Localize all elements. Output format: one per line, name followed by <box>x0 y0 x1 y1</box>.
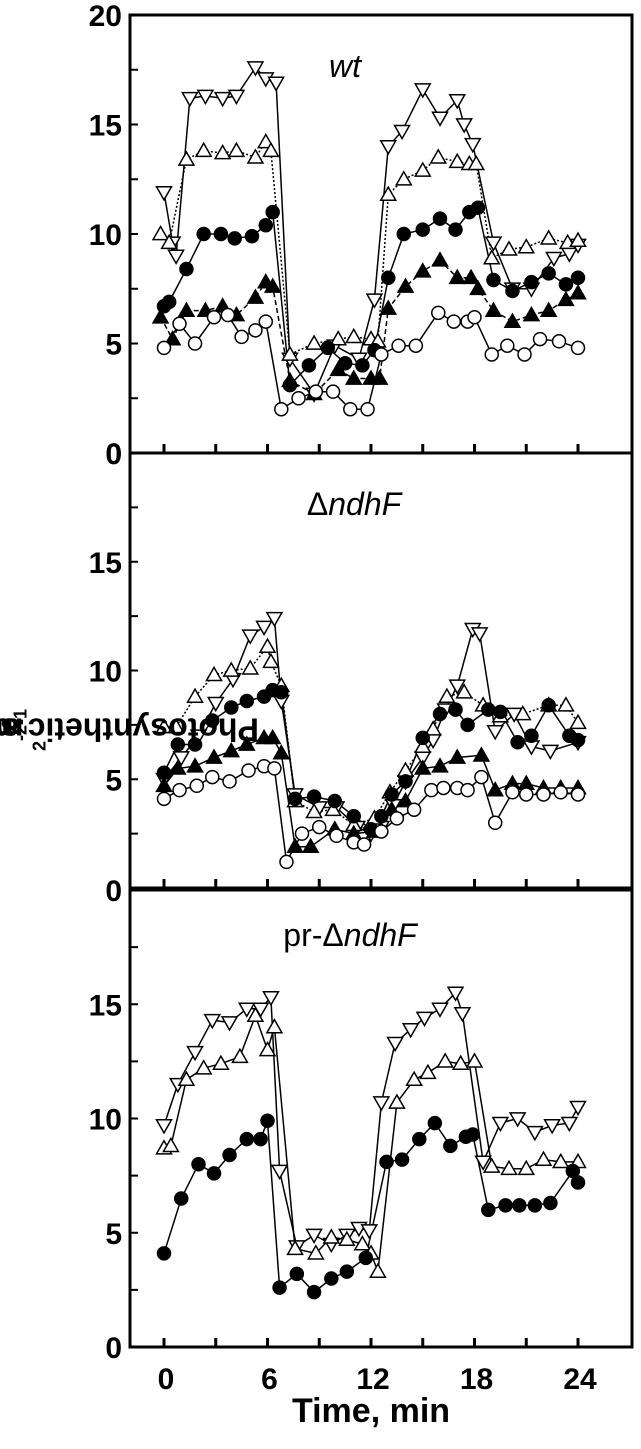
series-markers-open-up-triangle <box>151 133 587 361</box>
y-tick-label: 15 <box>89 989 122 1022</box>
series-markers-open-circle <box>156 305 586 417</box>
svg-text:0: 0 <box>105 875 122 908</box>
x-axis-label: Time, min <box>291 1392 451 1430</box>
panel-title-pr-ndhf: pr-ΔndhF <box>283 917 417 953</box>
series-line-open-down-triangle <box>163 66 579 396</box>
y-tick-label: 15 <box>89 547 122 580</box>
y-tick-label: 0 <box>105 438 122 471</box>
x-tick-label: 18 <box>460 1363 493 1396</box>
svg-text:0: 0 <box>105 438 122 471</box>
x-tick-label: 6 <box>261 1363 278 1396</box>
series-line-open-up-triangle <box>160 140 579 356</box>
y-tick-label: 10 <box>89 1104 122 1137</box>
y-tick-label: 10 <box>89 656 122 689</box>
series-markers-filled-up-triangle <box>151 251 587 401</box>
panel-3: 5 10 15 0 0 0 6 12 18 24 <box>89 875 634 1396</box>
panel-2: 5 10 15 0 <box>89 438 634 890</box>
x-tick-label: 12 <box>356 1363 389 1396</box>
panel-title-wt: wt <box>329 48 361 84</box>
panel-title-ndhf: ΔndhF <box>306 486 402 522</box>
series-markers-filled-circle <box>156 682 586 837</box>
y-tick-label: 5 <box>105 764 122 797</box>
panel-1: 0 5 10 15 20 <box>89 0 634 471</box>
x-tick-label: 0 <box>158 1363 175 1396</box>
y-tick-label: 20 <box>89 0 122 33</box>
series-line-filled-up-triangle <box>159 259 579 395</box>
y-tick-label: 5 <box>105 1218 122 1251</box>
plot-frame <box>128 888 634 1349</box>
y-tick-label: 5 <box>105 329 122 362</box>
series-markers-open-circle <box>156 758 586 870</box>
y-tick-label: 15 <box>89 110 122 143</box>
y-tick-label: 10 <box>89 219 122 252</box>
svg-text:0: 0 <box>105 1332 122 1365</box>
series-markers-filled-circle <box>156 1113 586 1300</box>
x-tick-label: 24 <box>563 1363 597 1396</box>
